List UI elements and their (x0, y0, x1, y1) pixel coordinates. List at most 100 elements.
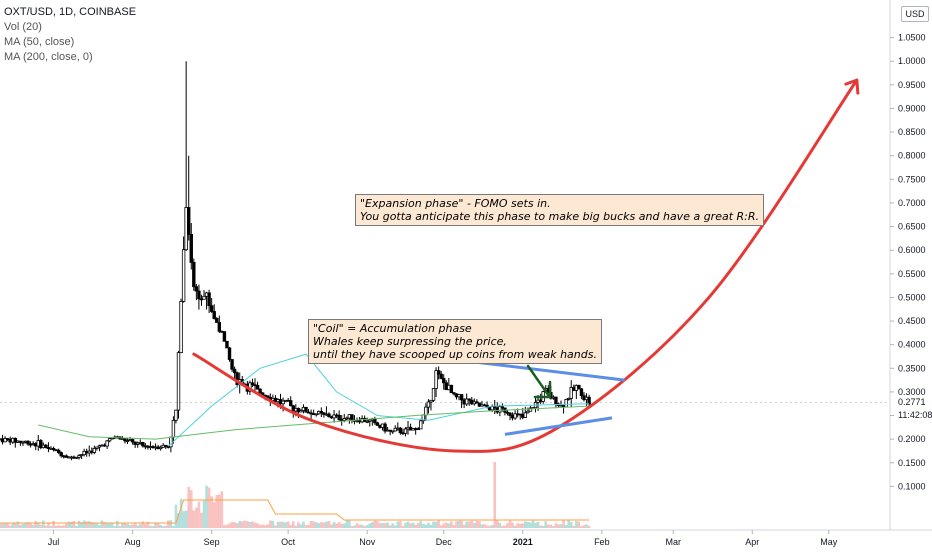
candle-down (39, 440, 43, 449)
volume-bar (123, 523, 127, 528)
volume-bar (330, 524, 333, 528)
coil-annotation[interactable]: "Coil" = Accumulation phase Whales keep … (308, 319, 602, 364)
candle-down (442, 378, 446, 384)
volume-bar (113, 526, 117, 528)
volume-bar (575, 521, 578, 528)
candle-down (449, 384, 454, 394)
volume-bar (419, 520, 423, 528)
volume-bar (462, 524, 466, 528)
volume-bar (516, 523, 519, 528)
expansion-annotation[interactable]: "Expansion phase" - FOMO sets in. You go… (355, 194, 765, 226)
candle-up (566, 397, 571, 400)
x-tick-label: Dec (436, 537, 453, 547)
candle-down (554, 396, 558, 405)
indicator-ma50[interactable]: MA (50, close) (4, 36, 75, 48)
candle-down (452, 392, 456, 395)
volume-bar (230, 521, 234, 528)
volume-bar (495, 520, 499, 528)
candle-up (174, 409, 178, 421)
candle-down (235, 372, 239, 385)
volume-bar (355, 523, 359, 528)
volume-bar (179, 498, 183, 528)
candle-up (125, 440, 130, 442)
volume-bar (567, 520, 570, 528)
y-tick-label: 0.3500 (898, 363, 926, 373)
candle-down (500, 406, 505, 409)
volume-bar (243, 520, 247, 528)
volume-bar (434, 521, 438, 528)
candle-up (368, 419, 372, 422)
volume-bar (161, 526, 165, 528)
volume-bar (6, 523, 9, 528)
candle-down (258, 388, 262, 394)
volume-bar (154, 522, 157, 528)
volume-bar (34, 521, 38, 528)
volume-bar (350, 526, 354, 528)
candle-up (431, 388, 436, 401)
volume-bar (552, 526, 555, 528)
candle-up (92, 448, 97, 453)
x-tick-label: Jul (48, 537, 60, 547)
volume-bar (371, 522, 374, 528)
candle-down (373, 418, 377, 424)
volume-bar (141, 521, 145, 528)
volume-bar (363, 526, 366, 528)
green-arrow-head (533, 380, 552, 399)
volume-bar (531, 520, 535, 528)
volume-bar (447, 523, 451, 528)
volume-bar (3, 523, 7, 528)
volume-bar (539, 525, 542, 528)
volume-bar (118, 526, 122, 528)
volume-bar (136, 525, 140, 528)
indicator-ma200[interactable]: MA (200, close, 0) (4, 51, 93, 63)
volume-bar (297, 522, 300, 528)
volume-bar (228, 523, 231, 528)
volume-bar (98, 525, 101, 528)
volume-bar (223, 525, 226, 528)
currency-button[interactable]: USD (901, 6, 929, 22)
volume-bar (187, 486, 191, 528)
volume-bar (42, 520, 45, 528)
symbol-label[interactable]: OXT/USD, 1D, COINBASE (4, 6, 137, 18)
candle-up (158, 446, 163, 450)
indicator-volume[interactable]: Vol (20) (4, 21, 42, 33)
candle-up (564, 399, 568, 408)
candle-down (508, 412, 512, 416)
candle-down (436, 370, 441, 375)
volume-bar (121, 522, 124, 528)
volume-bar (452, 524, 456, 528)
candle-up (21, 441, 25, 444)
volume-bar (67, 521, 71, 528)
volume-bar (511, 522, 514, 528)
volume-bar (116, 520, 119, 528)
volume-bar (541, 525, 545, 528)
candle-up (528, 407, 533, 412)
volume-bar (585, 524, 588, 528)
volume-bar (432, 521, 435, 528)
volume-bar (202, 500, 206, 528)
volume-bar (240, 521, 244, 528)
volume-bar (261, 524, 264, 528)
volume-bar (544, 521, 548, 528)
candle-down (56, 449, 61, 453)
volume-bar (302, 521, 305, 528)
volume-bar (256, 523, 259, 528)
volume-bar (90, 522, 94, 528)
volume-bar (258, 524, 262, 528)
candle-down (579, 388, 584, 397)
x-tick-label: Mar (665, 537, 681, 547)
candle-up (345, 417, 349, 420)
volume-bar (16, 521, 20, 528)
candle-down (255, 385, 260, 390)
volume-bar (307, 524, 310, 528)
volume-bar (200, 512, 203, 528)
candle-up (403, 428, 408, 434)
volume-bar (0, 523, 2, 528)
volume-bar (294, 525, 298, 528)
volume-bar (325, 521, 328, 528)
candle-down (141, 442, 145, 447)
volume-bar (439, 525, 443, 528)
candle-down (217, 322, 222, 332)
